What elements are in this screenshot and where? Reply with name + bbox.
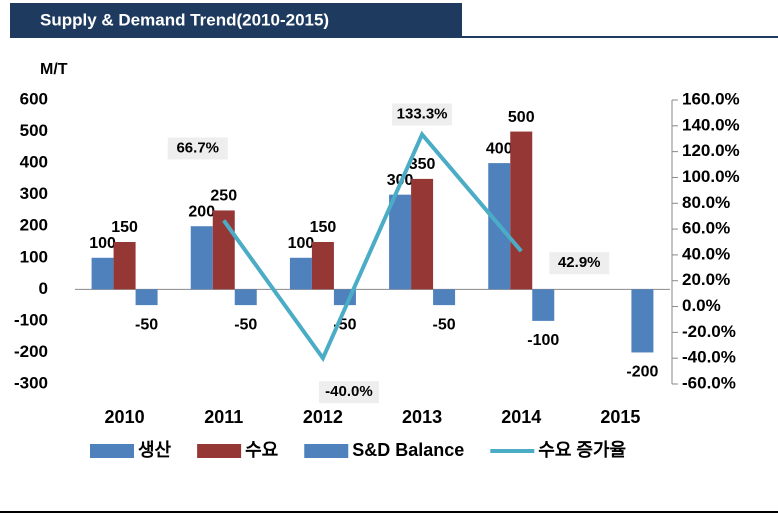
legend-swatch	[304, 444, 349, 458]
data-label: -200	[626, 364, 658, 381]
y2-tick-label: 160.0%	[682, 89, 740, 108]
line	[222, 130, 523, 363]
chart-title: Supply & Demand Trend(2010-2015)	[40, 10, 329, 29]
data-label: -50	[135, 316, 158, 333]
y-tick-label: 200	[20, 216, 48, 235]
label-box	[549, 252, 610, 275]
x-tick-label: 2012	[303, 407, 343, 427]
y2-tick-label: 60.0%	[682, 219, 730, 238]
line-data-label: -40.0%	[325, 383, 373, 400]
y-tick-label: 0	[39, 279, 48, 298]
bar	[91, 257, 114, 290]
data-label: 400	[486, 140, 513, 157]
x-tick-label: 2011	[204, 407, 243, 427]
bar	[289, 257, 312, 290]
bar	[510, 131, 533, 290]
bar	[234, 289, 257, 306]
legend-label: 생산	[138, 440, 172, 460]
legend-swatch	[197, 444, 242, 458]
bar	[311, 242, 334, 290]
label-box	[392, 103, 453, 126]
bar	[411, 178, 434, 290]
data-label: -50	[234, 316, 257, 333]
y2-tick-label: 0.0%	[682, 296, 721, 315]
x-tick-label: 2010	[105, 407, 145, 427]
bar	[389, 194, 412, 290]
x-tick-label: 2013	[402, 407, 442, 427]
y-tick-label: 600	[20, 89, 48, 108]
legend-label: S&D Balance	[352, 440, 464, 460]
y-tick-label: -300	[14, 373, 48, 392]
x-tick-label: 2015	[600, 407, 640, 427]
data-label: 200	[188, 203, 215, 220]
bar	[113, 242, 136, 290]
legend-swatch	[90, 444, 134, 458]
y-tick-label: 100	[20, 247, 48, 266]
x-tick-label: 2014	[501, 407, 541, 427]
label-box	[167, 137, 228, 160]
y2-tick-label: -20.0%	[682, 322, 736, 341]
data-label: 150	[310, 219, 337, 236]
y2-tick-label: -40.0%	[682, 348, 736, 367]
line-data-label: 42.9%	[558, 254, 601, 271]
y-tick-label: 400	[20, 153, 48, 172]
bar	[631, 289, 654, 353]
data-label: 250	[210, 188, 237, 205]
y-tick-label: -100	[14, 310, 48, 329]
y2-tick-label: 100.0%	[682, 167, 740, 186]
y-axis-label: M/T	[40, 61, 68, 78]
title-bar	[10, 3, 462, 37]
data-label: 100	[288, 235, 315, 252]
data-label: 150	[111, 219, 138, 236]
y2-tick-label: -60.0%	[682, 373, 736, 392]
y-tick-label: -200	[14, 342, 48, 361]
y-tick-label: 500	[20, 121, 48, 140]
data-label: 500	[508, 109, 535, 126]
y-tick-label: 300	[20, 184, 48, 203]
bar	[532, 289, 555, 321]
y2-tick-label: 80.0%	[682, 193, 730, 212]
line-data-label: 66.7%	[176, 139, 219, 156]
data-label: 350	[409, 156, 436, 173]
y2-tick-label: 140.0%	[682, 115, 740, 134]
bar	[433, 289, 456, 306]
data-label: 100	[89, 235, 116, 252]
label-box	[318, 381, 379, 404]
y2-tick-label: 20.0%	[682, 270, 730, 289]
bar	[135, 289, 158, 306]
legend-label: 수요 증가율	[538, 440, 626, 460]
y2-tick-label: 120.0%	[682, 141, 740, 160]
data-label: -50	[433, 316, 456, 333]
line-data-label: 133.3%	[397, 105, 448, 122]
bar	[190, 226, 213, 290]
data-label: -100	[527, 332, 559, 349]
y2-tick-label: 40.0%	[682, 244, 730, 263]
legend-label: 수요	[245, 440, 278, 460]
